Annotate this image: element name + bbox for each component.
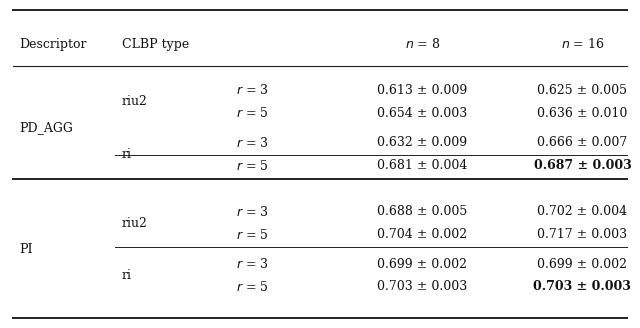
Text: 0.625 ± 0.005: 0.625 ± 0.005 [538,84,627,97]
Text: 0.688 ± 0.005: 0.688 ± 0.005 [377,205,468,218]
Text: riu2: riu2 [122,216,147,230]
Text: $r$ = 5: $r$ = 5 [236,280,269,294]
Text: 0.699 ± 0.002: 0.699 ± 0.002 [378,257,467,271]
Text: $n$ = 16: $n$ = 16 [561,37,604,51]
Text: 0.699 ± 0.002: 0.699 ± 0.002 [538,257,627,271]
Text: $n$ = 8: $n$ = 8 [404,37,440,51]
Text: $r$ = 3: $r$ = 3 [236,136,269,150]
Text: $r$ = 5: $r$ = 5 [236,159,269,173]
Text: 0.654 ± 0.003: 0.654 ± 0.003 [377,107,468,120]
Text: 0.687 ± 0.003: 0.687 ± 0.003 [534,159,631,172]
Text: 0.632 ± 0.009: 0.632 ± 0.009 [378,136,467,149]
Text: ri: ri [122,148,132,161]
Text: $r$ = 3: $r$ = 3 [236,257,269,271]
Text: PD_AGG: PD_AGG [19,121,73,134]
Text: $r$ = 3: $r$ = 3 [236,205,269,218]
Text: 0.681 ± 0.004: 0.681 ± 0.004 [377,159,468,172]
Text: $r$ = 5: $r$ = 5 [236,228,269,241]
Text: $r$ = 5: $r$ = 5 [236,106,269,120]
Text: 0.703 ± 0.003: 0.703 ± 0.003 [534,280,631,294]
Text: 0.704 ± 0.002: 0.704 ± 0.002 [378,228,467,241]
Text: 0.717 ± 0.003: 0.717 ± 0.003 [538,228,627,241]
Text: PI: PI [19,243,33,256]
Text: 0.636 ± 0.010: 0.636 ± 0.010 [537,107,628,120]
Text: ri: ri [122,269,132,282]
Text: 0.613 ± 0.009: 0.613 ± 0.009 [377,84,468,97]
Text: 0.702 ± 0.004: 0.702 ± 0.004 [538,205,627,218]
Text: riu2: riu2 [122,95,147,108]
Text: CLBP type: CLBP type [122,38,189,51]
Text: 0.703 ± 0.003: 0.703 ± 0.003 [377,280,468,294]
Text: Descriptor: Descriptor [19,38,86,51]
Text: 0.666 ± 0.007: 0.666 ± 0.007 [537,136,628,149]
Text: $r$ = 3: $r$ = 3 [236,83,269,97]
